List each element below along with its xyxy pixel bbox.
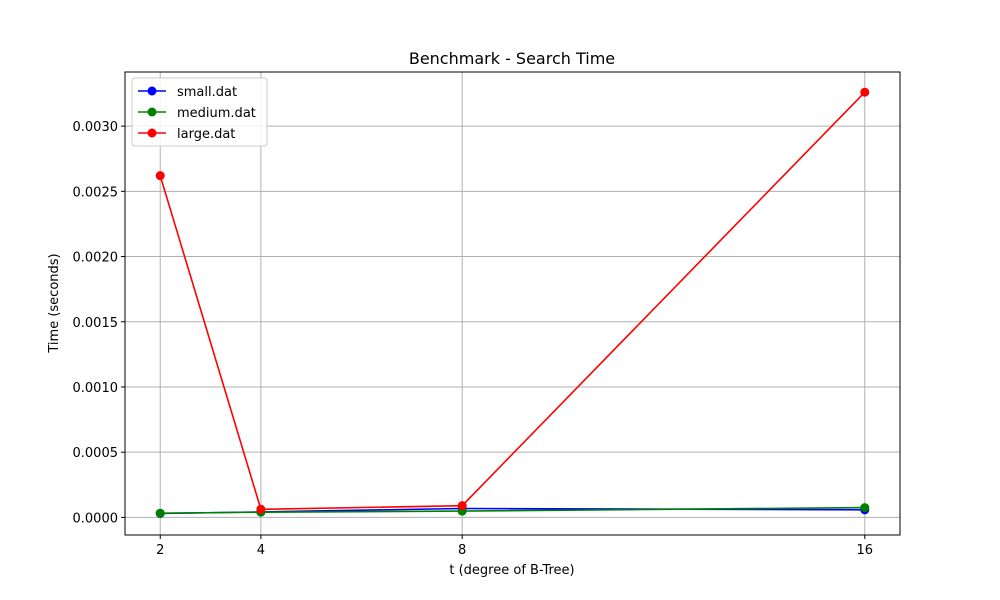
data-point [256, 504, 266, 514]
y-tick-label: 0.0000 [73, 511, 119, 526]
y-tick-label: 0.0030 [73, 120, 119, 135]
axis-ticks: 2 4 8 16 0.0000 0.0005 0.0010 0.0015 0.0020 0.002… [73, 120, 874, 558]
data-point [457, 501, 467, 511]
legend-box [131, 77, 268, 147]
y-tick-label: 0.0020 [73, 251, 119, 266]
series-line-large-dat [159, 91, 866, 511]
data-point [155, 171, 165, 181]
legend: small.dat medium.dat large.dat [131, 77, 268, 147]
y-tick-label: 0.0025 [73, 185, 119, 200]
legend-swatch-marker [147, 128, 157, 138]
x-tick-label: 4 [257, 543, 265, 558]
x-tick-label: 8 [458, 543, 466, 558]
series-lines [155, 87, 870, 518]
legend-swatch-marker [147, 86, 157, 96]
x-axis-label: t (degree of B-Tree) [449, 563, 574, 578]
x-tick-label: 2 [156, 543, 164, 558]
plot-frame [124, 71, 901, 536]
legend-label: small.dat [177, 85, 237, 100]
y-tick-label: 0.0010 [73, 381, 119, 396]
data-point [860, 503, 870, 513]
data-point [155, 508, 165, 518]
y-tick-label: 0.0005 [73, 446, 119, 461]
legend-label: medium.dat [177, 106, 256, 121]
data-point [860, 87, 870, 97]
y-tick-label: 0.0015 [73, 316, 119, 331]
x-tick-label: 16 [856, 543, 873, 558]
chart-title: Benchmark - Search Time [409, 49, 615, 68]
series-line-medium-dat [160, 506, 865, 514]
legend-swatch-marker [147, 107, 157, 117]
legend-label: large.dat [177, 127, 235, 142]
y-axis-label: Time (seconds) [47, 253, 62, 353]
